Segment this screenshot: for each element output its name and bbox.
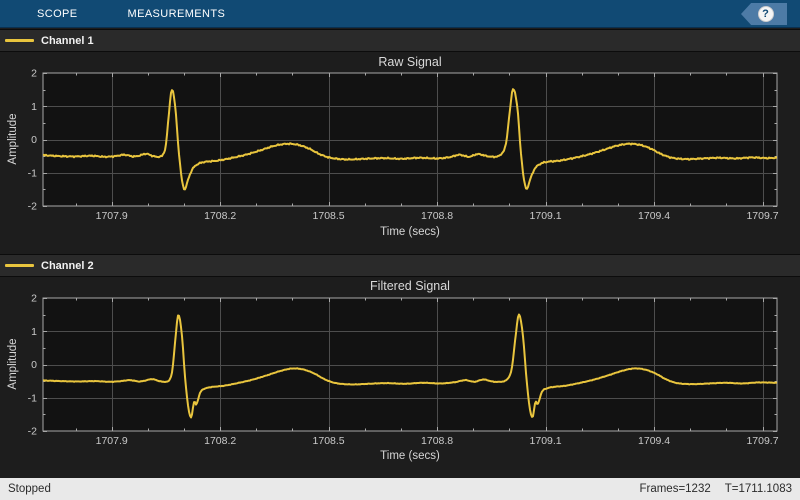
time-counter: T=1711.1083 [724, 483, 792, 495]
filtered-signal-title: Filtered Signal [370, 279, 450, 293]
tab-scope[interactable]: SCOPE [37, 7, 78, 20]
plot-background [43, 298, 777, 431]
raw-signal-xlabel: Time (secs) [380, 226, 440, 238]
legend-label: Channel 1 [41, 34, 94, 47]
svg-text:1709.1: 1709.1 [530, 210, 562, 222]
svg-text:1708.5: 1708.5 [313, 210, 345, 222]
svg-text:1709.7: 1709.7 [746, 435, 778, 447]
axes-border [42, 297, 778, 432]
frames-counter: Frames=1232 [639, 483, 711, 495]
gridlines [43, 73, 777, 206]
raw-signal-plot[interactable]: 1707.9 1708.2 1708.5 1708.8 1709.1 1709.4 1709… [0, 68, 800, 228]
help-icon: ? [757, 6, 774, 22]
svg-text:0: 0 [31, 134, 37, 146]
filtered-signal-plot[interactable]: 1707.9 1708.2 1708.5 1708.8 1709.1 1709.4 1709… [0, 293, 800, 453]
status-bar: Stopped Frames=1232 T=1711.1083 [0, 478, 800, 500]
svg-text:1708.8: 1708.8 [421, 210, 453, 222]
svg-text:-1: -1 [28, 392, 37, 404]
svg-text:1: 1 [31, 326, 37, 338]
channel-1-line-sample [5, 39, 34, 42]
axes-border [42, 72, 778, 207]
legend-item-channel-1[interactable]: Channel 1 [0, 29, 800, 52]
channel-1-waveform [43, 88, 777, 191]
svg-text:1708.2: 1708.2 [204, 210, 236, 222]
svg-text:1708.8: 1708.8 [421, 435, 453, 447]
svg-text:2: 2 [31, 68, 37, 80]
plot-background [43, 73, 777, 206]
help-button[interactable]: ? [741, 3, 787, 25]
status-text: Stopped [8, 483, 51, 495]
legend-item-channel-2[interactable]: Channel 2 [0, 254, 800, 277]
raw-signal-title: Raw Signal [378, 55, 442, 69]
svg-text:1708.2: 1708.2 [204, 435, 236, 447]
x-tick-labels: 1707.9 1708.2 1708.5 1708.8 1709.1 1709.4 1709… [96, 210, 779, 222]
svg-text:1708.5: 1708.5 [313, 435, 345, 447]
y-tick-labels: -2 -1 0 1 2 [28, 293, 38, 438]
svg-text:1709.4: 1709.4 [638, 435, 670, 447]
svg-text:-2: -2 [28, 426, 37, 438]
svg-text:1709.7: 1709.7 [746, 210, 778, 222]
x-tick-labels: 1707.9 1708.2 1708.5 1708.8 1709.1 1709.4 1709… [96, 435, 779, 447]
y-tick-labels: -2 -1 0 1 2 [28, 68, 38, 213]
svg-text:0: 0 [31, 359, 37, 371]
channel-2-line-sample [5, 264, 34, 267]
gridlines [43, 298, 777, 431]
svg-text:1709.1: 1709.1 [530, 435, 562, 447]
svg-text:1707.9: 1707.9 [96, 210, 128, 222]
toolstrip: SCOPE MEASUREMENTS ? [0, 0, 800, 28]
svg-text:-2: -2 [28, 201, 37, 213]
svg-text:1: 1 [31, 101, 37, 113]
tab-measurements[interactable]: MEASUREMENTS [127, 7, 226, 20]
legend-label: Channel 2 [41, 259, 94, 272]
svg-text:-1: -1 [28, 167, 37, 179]
channel-2-waveform [43, 313, 777, 419]
svg-text:1709.4: 1709.4 [638, 210, 670, 222]
svg-text:1707.9: 1707.9 [96, 435, 128, 447]
filtered-signal-xlabel: Time (secs) [380, 450, 440, 462]
svg-text:2: 2 [31, 293, 37, 305]
